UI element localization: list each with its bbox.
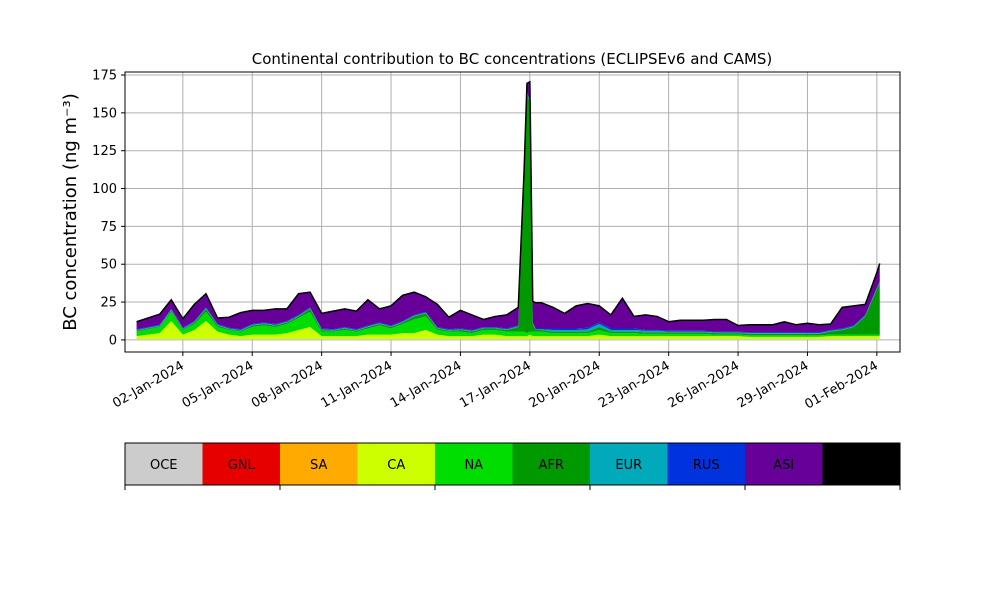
y-tick-label: 25	[100, 296, 117, 311]
legend-swatch-na	[435, 443, 513, 485]
legend-label-asi: ASI	[773, 458, 794, 473]
chart-title: Continental contribution to BC concentra…	[252, 50, 773, 68]
legend-colorbar: OCE GNL SA CA NA AFR EUR RUS ASI AUS	[124, 442, 901, 490]
x-tick-label: 23-Jan-2024	[596, 358, 673, 411]
total-outline	[136, 80, 881, 327]
legend-label-rus: RUS	[693, 458, 720, 473]
legend-frame	[124, 442, 901, 486]
stacked-areas	[136, 81, 880, 340]
x-tick-label: 14-Jan-2024	[388, 358, 465, 411]
x-tick-label: 11-Jan-2024	[318, 358, 395, 411]
legend-swatch-oce	[125, 443, 203, 485]
y-tick-label: 100	[92, 182, 117, 197]
legend-label-sa: SA	[310, 458, 327, 473]
legend-label-na: NA	[464, 458, 483, 473]
legend-label-ca: CA	[387, 458, 405, 473]
legend-swatch-eur	[590, 443, 668, 485]
y-tick-label: 0	[109, 333, 117, 348]
y-axis-label: BC concentration (ng m⁻³)	[60, 93, 81, 331]
legend-label-oce: OCE	[150, 458, 178, 473]
legend-label-eur: EUR	[615, 458, 642, 473]
plot-frame	[124, 71, 901, 353]
legend-label-afr: AFR	[539, 458, 564, 473]
x-tick-label: 26-Jan-2024	[665, 358, 742, 411]
x-tick-label: 20-Jan-2024	[527, 358, 604, 411]
legend-swatch-asi	[745, 443, 823, 485]
x-tick-label: 05-Jan-2024	[180, 358, 257, 411]
plot-area: 0 25 50 75 100 125 150 175 02-Jan-202405-Jan-20…	[92, 69, 901, 412]
x-axis: 02-Jan-202405-Jan-202408-Jan-202411-Jan-…	[110, 352, 881, 412]
x-tick-label: 08-Jan-2024	[249, 358, 326, 411]
y-tick-label: 150	[92, 106, 117, 121]
area-na	[136, 311, 880, 337]
area-oce	[136, 339, 880, 340]
legend-swatch-aus	[822, 443, 900, 485]
y-tick-label: 50	[100, 258, 117, 273]
x-tick-label: 17-Jan-2024	[457, 358, 534, 411]
x-tick-label: 02-Jan-2024	[110, 358, 187, 411]
legend-swatch-gnl	[202, 443, 280, 485]
y-tick-label: 125	[92, 144, 117, 159]
area-ca	[136, 320, 880, 340]
legend-swatch-sa	[280, 443, 358, 485]
legend-swatch-rus	[667, 443, 745, 485]
x-tick-label: 29-Jan-2024	[735, 358, 812, 411]
y-tick-label: 75	[100, 220, 117, 235]
y-tick-label: 175	[92, 69, 117, 84]
area-asi	[136, 81, 880, 333]
y-axis: 0 25 50 75 100 125 150 175	[92, 69, 125, 348]
legend-label-gnl: GNL	[228, 458, 256, 473]
legend-label-aus: AUS	[848, 458, 875, 473]
x-tick-label: 01-Feb-2024	[802, 358, 881, 412]
legend-swatch-afr	[512, 443, 590, 485]
legend-swatch-ca	[357, 443, 435, 485]
plot-background	[125, 72, 900, 352]
